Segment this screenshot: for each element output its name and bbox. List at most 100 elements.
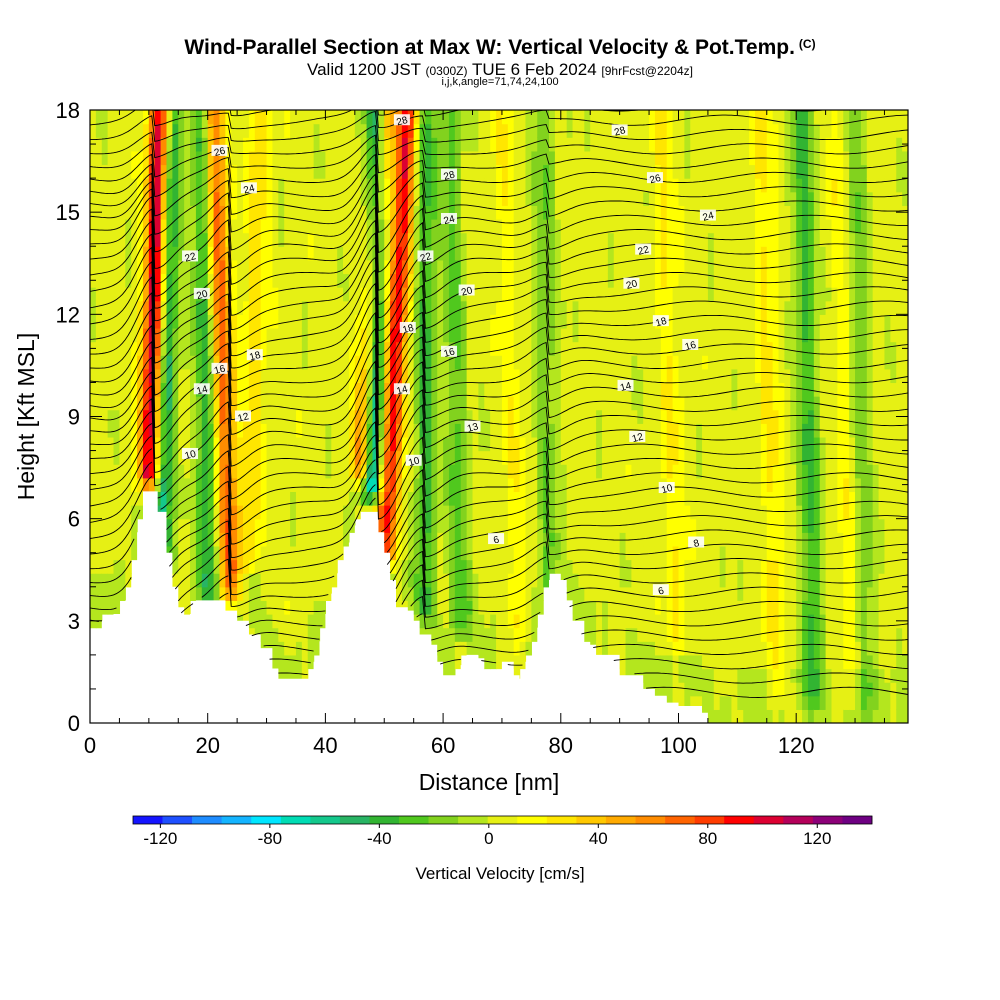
velocity-cell xyxy=(819,300,827,315)
velocity-cell xyxy=(672,682,680,697)
velocity-cell xyxy=(396,150,403,166)
velocity-cell xyxy=(684,505,691,520)
velocity-cell xyxy=(401,518,409,533)
velocity-cell xyxy=(490,368,497,384)
velocity-cell xyxy=(295,205,303,220)
velocity-cell xyxy=(254,396,262,411)
velocity-cell xyxy=(572,545,580,561)
velocity-cell xyxy=(766,600,774,615)
velocity-cell xyxy=(448,423,456,438)
velocity-cell xyxy=(684,123,691,138)
velocity-cell xyxy=(290,436,297,452)
velocity-cell xyxy=(437,586,444,601)
velocity-cell xyxy=(813,218,821,234)
velocity-cell xyxy=(101,600,109,615)
velocity-cell xyxy=(784,327,791,343)
velocity-cell xyxy=(490,573,497,588)
velocity-cell xyxy=(537,341,544,356)
velocity-cell xyxy=(507,150,515,166)
velocity-cell xyxy=(519,505,527,520)
velocity-cell xyxy=(337,178,344,193)
velocity-cell xyxy=(584,218,591,234)
velocity-cell xyxy=(772,464,780,479)
velocity-cell xyxy=(307,191,315,206)
velocity-cell xyxy=(119,191,126,206)
velocity-cell xyxy=(172,559,179,574)
velocity-cell xyxy=(601,573,609,588)
velocity-cell xyxy=(437,436,444,452)
velocity-cell xyxy=(566,368,574,384)
velocity-cell xyxy=(501,450,509,465)
velocity-cell xyxy=(237,450,244,465)
velocity-cell xyxy=(660,246,668,261)
velocity-cell xyxy=(190,150,197,166)
velocity-cell xyxy=(672,423,680,438)
velocity-cell xyxy=(754,341,762,356)
velocity-cell xyxy=(572,205,580,220)
velocity-cell xyxy=(590,327,597,343)
velocity-cell xyxy=(354,341,362,356)
velocity-cell xyxy=(590,314,597,329)
velocity-cell xyxy=(290,532,297,547)
velocity-cell xyxy=(590,586,597,601)
velocity-cell xyxy=(813,150,821,166)
velocity-cell xyxy=(790,695,797,710)
velocity-cell xyxy=(566,532,574,547)
velocity-cell xyxy=(454,477,462,493)
velocity-cell xyxy=(607,436,615,452)
velocity-cell xyxy=(513,287,521,302)
velocity-cell xyxy=(554,191,562,206)
velocity-cell xyxy=(184,573,191,588)
velocity-cell xyxy=(790,178,797,193)
velocity-cell xyxy=(531,491,538,506)
velocity-cell xyxy=(90,287,97,302)
velocity-cell xyxy=(437,300,444,315)
velocity-cell xyxy=(307,205,315,220)
velocity-cell xyxy=(772,164,780,179)
velocity-cell xyxy=(631,314,638,329)
velocity-cell xyxy=(325,123,332,138)
velocity-cell xyxy=(190,355,197,370)
velocity-cell xyxy=(384,232,391,247)
velocity-cell xyxy=(549,423,556,438)
velocity-cell xyxy=(431,505,438,520)
velocity-cell xyxy=(443,246,450,261)
velocity-cell xyxy=(331,532,338,547)
velocity-cell xyxy=(631,150,638,166)
velocity-cell xyxy=(831,368,838,384)
velocity-cell xyxy=(731,709,738,723)
velocity-cell xyxy=(425,600,432,615)
velocity-cell xyxy=(607,505,615,520)
velocity-cell xyxy=(284,178,291,193)
velocity-cell xyxy=(107,341,115,356)
velocity-cell xyxy=(301,314,309,329)
velocity-cell xyxy=(719,287,727,302)
velocity-cell xyxy=(437,218,444,234)
velocity-cell xyxy=(607,627,615,642)
velocity-cell xyxy=(666,164,674,179)
velocity-cell xyxy=(737,505,744,520)
velocity-cell xyxy=(272,341,279,356)
velocity-cell xyxy=(166,123,173,138)
velocity-cell xyxy=(725,600,733,615)
velocity-cell xyxy=(737,341,744,356)
velocity-cell xyxy=(454,518,462,533)
velocity-cell xyxy=(707,450,715,465)
velocity-cell xyxy=(678,627,685,642)
velocity-cell xyxy=(366,477,374,493)
velocity-cell xyxy=(390,273,397,288)
velocity-cell xyxy=(702,314,709,329)
velocity-cell xyxy=(207,382,215,397)
velocity-cell xyxy=(231,341,238,356)
velocity-cell xyxy=(501,259,509,275)
velocity-cell xyxy=(666,668,674,683)
velocity-cell xyxy=(790,327,797,343)
velocity-cell xyxy=(696,300,703,315)
velocity-cell xyxy=(343,300,350,315)
velocity-cell xyxy=(684,668,691,683)
velocity-cell xyxy=(378,436,385,452)
velocity-cell xyxy=(678,232,685,247)
velocity-cell xyxy=(184,287,191,302)
velocity-cell xyxy=(484,396,491,411)
velocity-cell xyxy=(248,300,256,315)
